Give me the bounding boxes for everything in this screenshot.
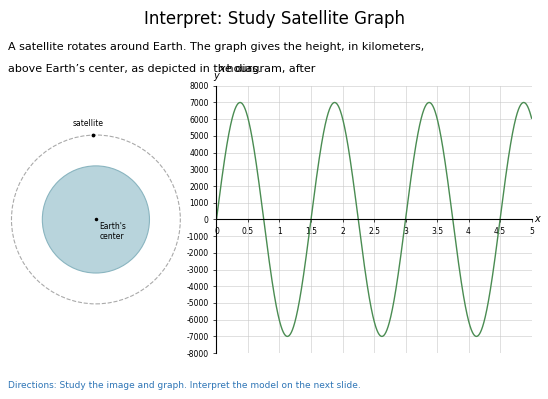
Text: satellite: satellite	[72, 119, 104, 128]
Text: y: y	[214, 71, 219, 81]
Text: x: x	[219, 64, 225, 74]
Text: hours.: hours.	[223, 64, 261, 74]
Text: A satellite rotates around Earth. The graph gives the height, in kilometers,: A satellite rotates around Earth. The gr…	[8, 42, 425, 52]
Text: above Earth’s center, as depicted in the diagram, after: above Earth’s center, as depicted in the…	[8, 64, 319, 74]
Circle shape	[42, 166, 150, 273]
Text: Directions: Study the image and graph. Interpret the model on the next slide.: Directions: Study the image and graph. I…	[8, 381, 361, 390]
Text: x: x	[535, 214, 540, 225]
Text: Earth's
center: Earth's center	[99, 222, 126, 241]
Text: Interpret: Study Satellite Graph: Interpret: Study Satellite Graph	[144, 10, 404, 28]
